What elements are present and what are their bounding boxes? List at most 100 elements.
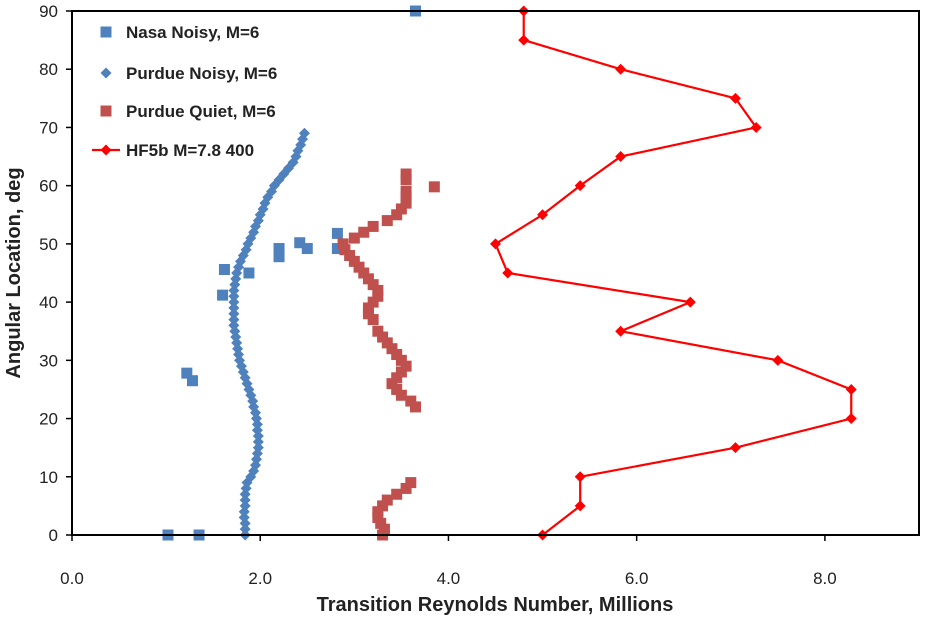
data-point <box>391 488 403 500</box>
y-tick-label: 20 <box>39 410 58 429</box>
data-point <box>537 209 549 221</box>
data-point <box>845 413 857 425</box>
legend-item-1: Nasa Noisy, M=6 <box>100 23 259 42</box>
data-point <box>378 523 390 535</box>
data-point <box>372 506 384 518</box>
series-2 <box>228 127 310 541</box>
data-point <box>239 523 251 535</box>
data-point <box>391 372 403 384</box>
data-point <box>400 360 412 372</box>
data-point <box>845 383 857 395</box>
legend-marker <box>100 144 112 156</box>
legend-label: Purdue Quiet, M=6 <box>126 102 276 121</box>
data-point <box>381 494 393 506</box>
y-tick-label: 40 <box>39 293 58 312</box>
data-point <box>574 180 586 192</box>
legend-item-3: Purdue Quiet, M=6 <box>100 102 276 121</box>
data-point <box>218 264 230 276</box>
legend-item-4: HF5b M=7.8 400 <box>92 141 254 160</box>
y-tick-label: 80 <box>39 60 58 79</box>
data-point <box>400 191 412 203</box>
data-point <box>574 500 586 512</box>
data-point <box>729 92 741 104</box>
y-tick-label: 50 <box>39 235 58 254</box>
y-tick-label: 30 <box>39 351 58 370</box>
data-point <box>729 442 741 454</box>
data-point <box>367 220 379 232</box>
data-marks <box>162 5 857 541</box>
data-point <box>358 267 370 279</box>
tick-labels: 0.0 2.0 4.0 6.0 8.0 0 10 20 30 40 50 60 70 80 90 <box>39 2 837 588</box>
data-point <box>615 63 627 75</box>
x-tick-label: 2.0 <box>248 569 272 588</box>
data-point <box>228 319 240 331</box>
data-point <box>574 471 586 483</box>
legend: Nasa Noisy, M=6 Purdue Noisy, M=6 Purdue Q… <box>92 23 277 160</box>
data-point <box>228 302 240 314</box>
x-tick-label: 8.0 <box>813 569 837 588</box>
data-point <box>377 331 389 343</box>
legend-marker <box>100 26 112 38</box>
legend-label: Purdue Noisy, M=6 <box>126 64 277 83</box>
data-point <box>372 290 384 302</box>
data-point <box>395 203 407 215</box>
data-point <box>391 349 403 361</box>
data-point <box>381 215 393 227</box>
data-point <box>405 477 417 489</box>
legend-marker <box>100 105 112 117</box>
data-point <box>362 302 374 314</box>
data-point <box>615 151 627 163</box>
y-tick-label: 70 <box>39 118 58 137</box>
data-point <box>684 296 696 308</box>
data-point <box>750 121 762 133</box>
data-point <box>490 238 501 250</box>
data-point <box>238 512 250 524</box>
data-point <box>372 512 384 524</box>
legend-label: HF5b M=7.8 400 <box>126 141 254 160</box>
data-point <box>372 284 384 296</box>
x-tick-label: 0.0 <box>60 569 84 588</box>
y-tick-label: 0 <box>49 526 58 545</box>
data-point <box>395 354 407 366</box>
data-point <box>273 243 285 255</box>
data-point <box>367 314 379 326</box>
data-point <box>228 314 240 326</box>
data-point <box>181 367 193 379</box>
x-tick-label: 6.0 <box>625 569 649 588</box>
axis-ticks <box>66 10 826 541</box>
x-tick-label: 4.0 <box>437 569 461 588</box>
data-point <box>375 517 387 529</box>
data-point <box>337 238 349 250</box>
y-tick-label: 90 <box>39 2 58 21</box>
plot-area-frame <box>71 10 920 536</box>
data-point <box>228 290 240 302</box>
data-point <box>400 185 412 197</box>
y-axis-title: Angular Location, deg <box>3 167 25 378</box>
data-point <box>217 289 229 301</box>
data-point <box>395 366 407 378</box>
data-point <box>331 243 343 255</box>
data-point <box>400 168 412 180</box>
data-point <box>273 251 285 263</box>
data-point <box>252 442 264 454</box>
data-point <box>400 174 412 186</box>
data-point <box>518 34 530 46</box>
data-point <box>252 436 264 448</box>
data-point <box>294 237 306 249</box>
data-point <box>348 255 360 267</box>
data-point <box>386 378 398 390</box>
data-point <box>251 424 263 436</box>
x-axis-title: Transition Reynolds Number, Millions <box>317 594 674 616</box>
data-point <box>428 181 440 193</box>
data-point <box>381 337 393 349</box>
data-point <box>228 308 240 320</box>
data-point <box>410 401 422 413</box>
data-point <box>400 197 412 209</box>
data-point <box>391 383 403 395</box>
data-point <box>298 127 310 139</box>
data-point <box>362 273 374 285</box>
data-point <box>377 500 389 512</box>
data-point <box>405 395 417 407</box>
